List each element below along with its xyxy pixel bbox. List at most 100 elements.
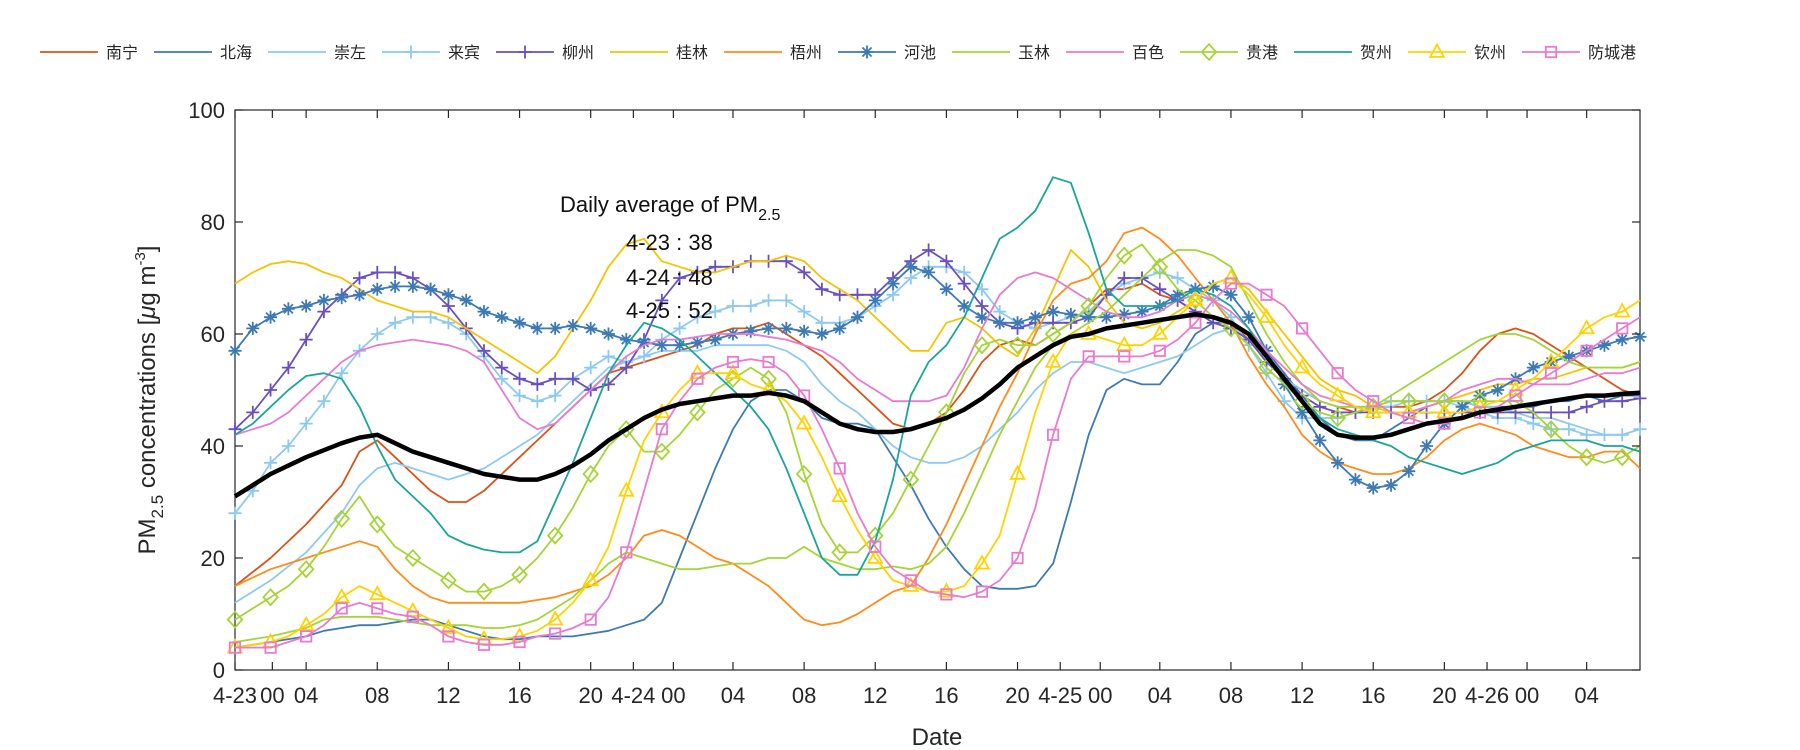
legend-label: 来宾 [448,43,480,62]
data-point [1578,319,1595,335]
data-point [815,327,829,341]
legend-label: 北海 [220,43,252,62]
data-point [228,344,242,358]
series-6 [234,226,1641,627]
y-tick-label: 20 [201,546,225,571]
data-point [655,338,669,352]
data-point [850,310,864,324]
data-point [1047,428,1060,441]
legend-marker [1544,45,1558,59]
data-point [1295,322,1309,335]
data-point [1331,405,1345,419]
data-point [619,333,633,347]
data-point [975,299,989,313]
data-point [762,321,776,335]
y-tick-label: 80 [201,210,225,235]
data-point [762,293,776,307]
legend-label: 钦州 [1474,43,1506,62]
data-point [1436,403,1453,419]
data-point [653,442,671,461]
data-point [264,383,278,397]
x-tick-label: 04 [721,683,745,708]
data-point [1187,291,1204,307]
data-point [459,293,473,307]
annotation-line-1: 4-23 : 38 [626,230,713,255]
data-point [760,369,777,388]
data-point [495,372,509,386]
data-point [582,464,600,484]
x-tick-label: 4-24 [611,683,655,708]
data-point [1364,403,1382,419]
data-point [584,613,597,626]
data-point [264,310,278,324]
data-point [335,366,349,380]
data-point [370,265,384,279]
data-point [797,324,811,338]
data-point [477,305,491,319]
data-point [442,630,455,643]
data-point [886,277,900,291]
legend-item: 防城港 [1522,43,1636,62]
data-point [601,327,615,341]
series-line [234,243,1641,621]
data-point [1544,405,1558,419]
data-point [406,279,420,293]
series-11 [234,176,1641,576]
data-point [866,526,884,545]
data-point [1171,288,1185,302]
data-point [795,414,813,430]
data-point [886,288,900,302]
data-point [831,487,849,503]
data-point [1367,395,1380,408]
data-point [299,299,313,313]
y-tick-label: 0 [213,658,225,683]
data-point [724,363,742,379]
legend-item: 河池 [838,43,936,62]
data-point [1115,246,1133,265]
data-point [511,565,528,584]
data-point [744,324,758,338]
y-tick-label: 100 [188,98,225,123]
data-point [352,271,366,285]
legend-label: 桂林 [676,43,708,62]
data-point [495,310,509,324]
data-point [708,333,722,347]
data-point [1151,324,1169,340]
data-point [475,582,493,601]
data-point [1400,392,1418,411]
data-point [513,316,527,330]
data-point [281,439,295,453]
data-point [333,587,351,603]
plot-frame [234,109,1641,671]
data-point [1153,282,1167,296]
data-point [1331,367,1344,380]
data-point [1082,310,1096,324]
data-point [922,243,936,257]
data-point [441,288,455,302]
x-tick-label: 16 [1361,683,1385,708]
data-point [708,260,722,274]
data-point [584,361,598,375]
data-point [406,310,420,324]
series-line [234,176,1641,576]
data-point [1615,333,1629,347]
data-point [548,321,562,335]
data-point [1348,473,1362,487]
data-point [1028,310,1042,324]
data-point [1633,330,1647,344]
data-point [726,299,740,313]
data-point [440,618,457,634]
data-point [441,316,455,330]
y-tick-label: 40 [201,434,225,459]
series-13 [228,277,1641,654]
data-point [744,299,758,313]
data-point [582,571,600,587]
data-point [1082,350,1095,363]
data-point [993,316,1007,330]
x-tick-label: 12 [863,683,887,708]
series-10 [226,243,1641,629]
legend-item: 来宾 [382,43,480,62]
series-line [234,237,1641,414]
legend-item: 桂林 [610,43,708,62]
data-point [975,310,989,324]
